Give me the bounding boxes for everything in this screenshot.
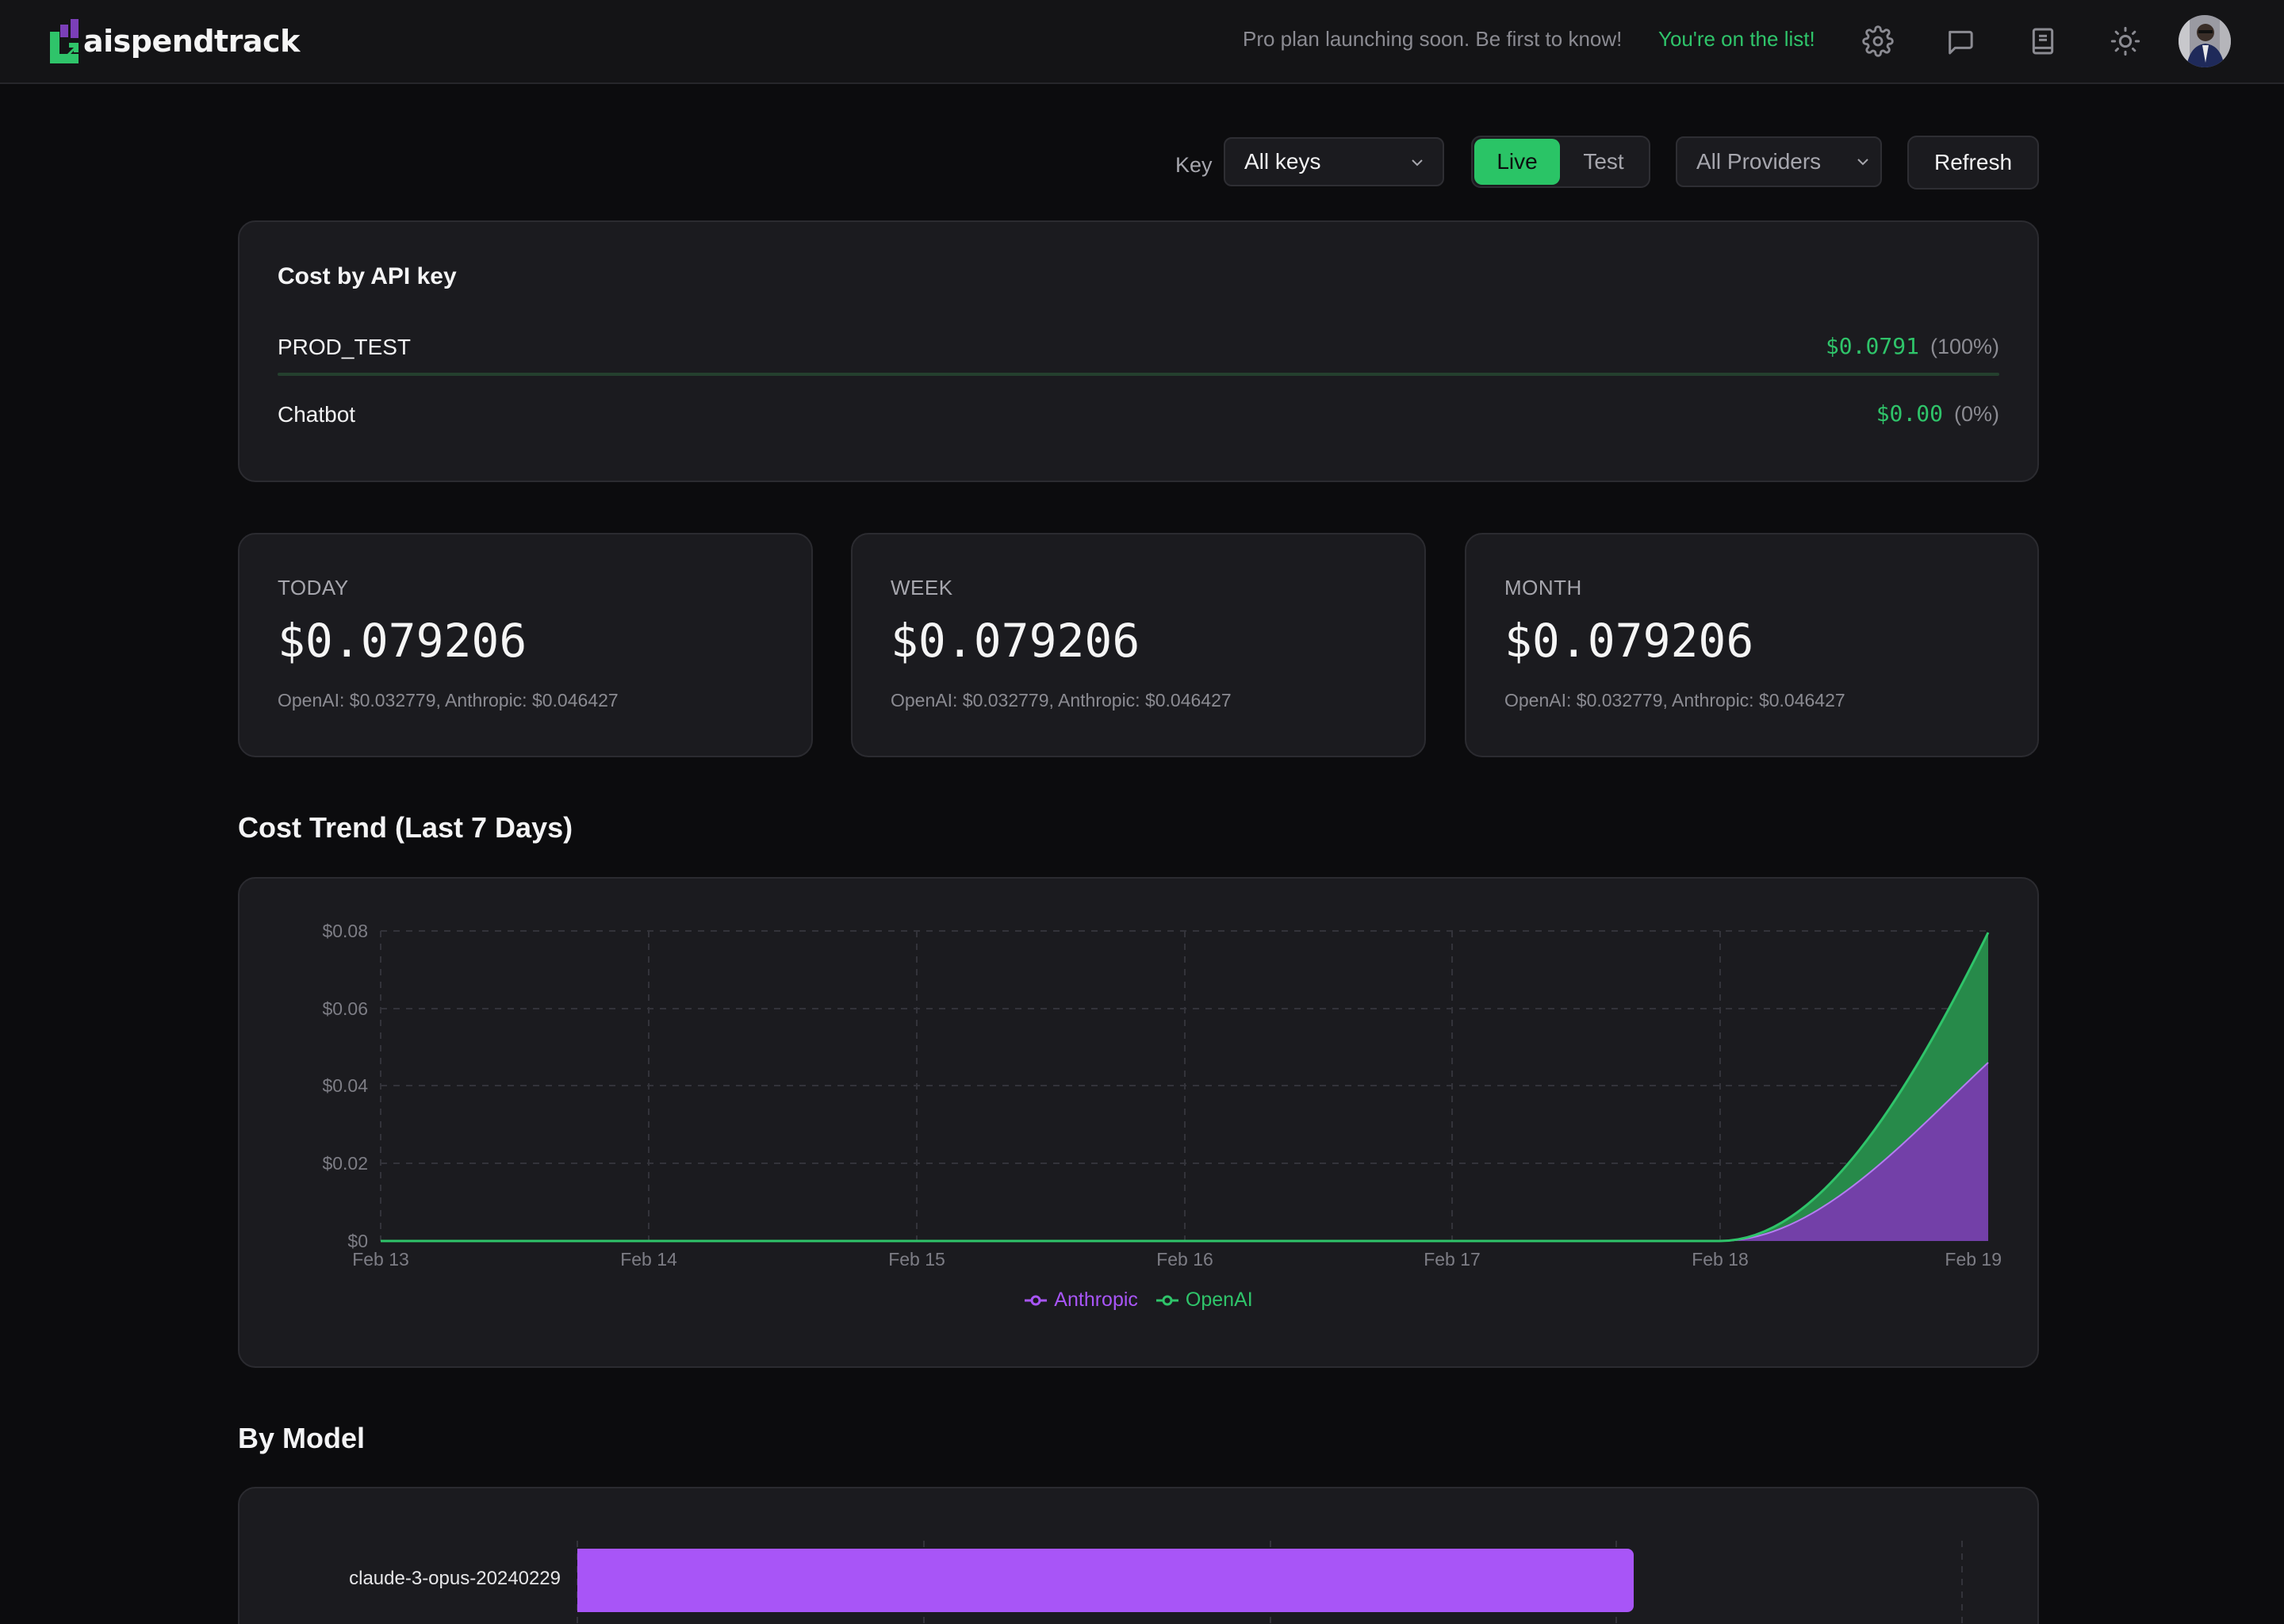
key-share-bar (278, 373, 1999, 376)
legend-label: OpenAI (1185, 1289, 1253, 1311)
chat-icon (1949, 30, 1973, 55)
brand-logo[interactable]: aispendtrack (50, 19, 300, 63)
openai-line (381, 932, 1990, 1243)
stat-breakdown: OpenAI: $0.032779, Anthropic: $0.046427 (278, 690, 619, 710)
stat-value: $0.079206 (891, 614, 1140, 668)
key-cost: $0.00 (1876, 400, 1943, 427)
settings-button[interactable] (1859, 22, 1897, 60)
sun-theme-icon (2110, 26, 2140, 56)
chart-gridlines (380, 930, 1988, 1241)
env-option-test[interactable]: Test (1583, 149, 1624, 174)
promo-text: Pro plan launching soon. Be first to kno… (1243, 27, 1623, 51)
key-filter-label: Key (1175, 153, 1213, 177)
svg-text:Feb 14: Feb 14 (620, 1249, 677, 1270)
svg-text:Feb 17: Feb 17 (1424, 1249, 1481, 1270)
cost-by-key-card: Cost by API key PROD_TEST $0.0791 (100%)… (238, 220, 2039, 482)
model-label: claude-3-opus-20240229 (349, 1568, 561, 1589)
legend-anthropic[interactable]: Anthropic (1024, 1289, 1138, 1312)
cost-trend-chart-card: $0.08 $0.06 $0.04 $0.02 $0 Feb 13 Feb 14… (238, 877, 2039, 1368)
key-cost: $0.0791 (1825, 333, 1919, 359)
anthropic-line (1719, 1062, 1989, 1242)
key-select-value: All keys (1244, 149, 1321, 174)
stat-label: TODAY (278, 576, 349, 599)
key-percent: (0%) (1953, 402, 1999, 426)
docs-button[interactable] (2024, 22, 2062, 60)
svg-text:Feb 18: Feb 18 (1692, 1249, 1749, 1270)
y-axis-ticks: $0.08 $0.06 $0.04 $0.02 $0 (322, 921, 368, 1251)
brand-name: aispendtrack (83, 24, 300, 59)
key-select[interactable]: All keys (1224, 137, 1444, 186)
chart-legend: Anthropic OpenAI (240, 1289, 2037, 1312)
chevron-down-icon (1857, 159, 1868, 166)
theme-toggle-button[interactable] (2106, 22, 2144, 60)
legend-openai[interactable]: OpenAI (1155, 1289, 1253, 1312)
feedback-button[interactable] (1941, 22, 1979, 60)
stat-breakdown: OpenAI: $0.032779, Anthropic: $0.046427 (891, 690, 1232, 710)
legend-label: Anthropic (1054, 1289, 1138, 1311)
anthropic-area (1720, 1063, 1988, 1241)
key-name: Chatbot (278, 402, 356, 427)
cost-trend-title: Cost Trend (Last 7 Days) (238, 811, 573, 844)
cost-trend-chart[interactable]: $0.08 $0.06 $0.04 $0.02 $0 Feb 13 Feb 14… (240, 879, 2041, 1369)
stat-value: $0.079206 (278, 614, 527, 668)
line-marker-icon (1155, 1295, 1178, 1305)
svg-text:Feb 15: Feb 15 (888, 1249, 945, 1270)
provider-select[interactable]: All Providers (1676, 136, 1882, 187)
refresh-button[interactable]: Refresh (1907, 136, 2039, 190)
model-bar (577, 1549, 1634, 1612)
line-marker-icon (1025, 1295, 1048, 1305)
by-model-chart[interactable] (240, 1488, 2041, 1624)
logo-mark-icon (50, 19, 80, 63)
by-model-chart-card: claude-3-opus-20240229 (238, 1487, 2039, 1624)
gear-icon (1862, 25, 1894, 57)
x-axis-ticks: Feb 13 Feb 14 Feb 15 Feb 16 Feb 17 Feb 1… (352, 1249, 2002, 1270)
by-model-title: By Model (238, 1422, 366, 1454)
stat-value: $0.079206 (1504, 614, 1754, 668)
stat-card-week: WEEK $0.079206 OpenAI: $0.032779, Anthro… (851, 533, 1426, 757)
top-nav: aispendtrack Pro plan launching soon. Be… (0, 0, 2284, 84)
docs-book-icon (2032, 28, 2054, 55)
svg-text:$0: $0 (347, 1231, 368, 1251)
env-option-live[interactable]: Live (1474, 139, 1560, 185)
stat-label: WEEK (891, 576, 953, 599)
svg-text:$0.08: $0.08 (322, 921, 368, 941)
svg-text:Feb 19: Feb 19 (1945, 1249, 2002, 1270)
stat-card-today: TODAY $0.079206 OpenAI: $0.032779, Anthr… (238, 533, 813, 757)
cost-by-key-title: Cost by API key (278, 263, 457, 289)
environment-toggle: Live Test (1471, 136, 1650, 188)
stat-label: MONTH (1504, 576, 1582, 599)
filter-bar: Key All keys Live Test All Providers Ref… (0, 136, 2284, 194)
key-name: PROD_TEST (278, 335, 412, 359)
svg-text:$0.02: $0.02 (322, 1153, 368, 1174)
stat-card-month: MONTH $0.079206 OpenAI: $0.032779, Anthr… (1465, 533, 2039, 757)
key-percent: (100%) (1930, 335, 1999, 358)
svg-text:Feb 16: Feb 16 (1156, 1249, 1213, 1270)
chevron-down-icon (1412, 159, 1423, 167)
svg-text:$0.04: $0.04 (322, 1075, 368, 1096)
user-avatar[interactable] (2179, 15, 2231, 67)
svg-text:$0.06: $0.06 (322, 998, 368, 1019)
waitlist-status: You're on the list! (1658, 27, 1815, 51)
svg-text:Feb 13: Feb 13 (352, 1249, 409, 1270)
stat-breakdown: OpenAI: $0.032779, Anthropic: $0.046427 (1504, 690, 1845, 710)
provider-select-value: All Providers (1696, 149, 1822, 174)
